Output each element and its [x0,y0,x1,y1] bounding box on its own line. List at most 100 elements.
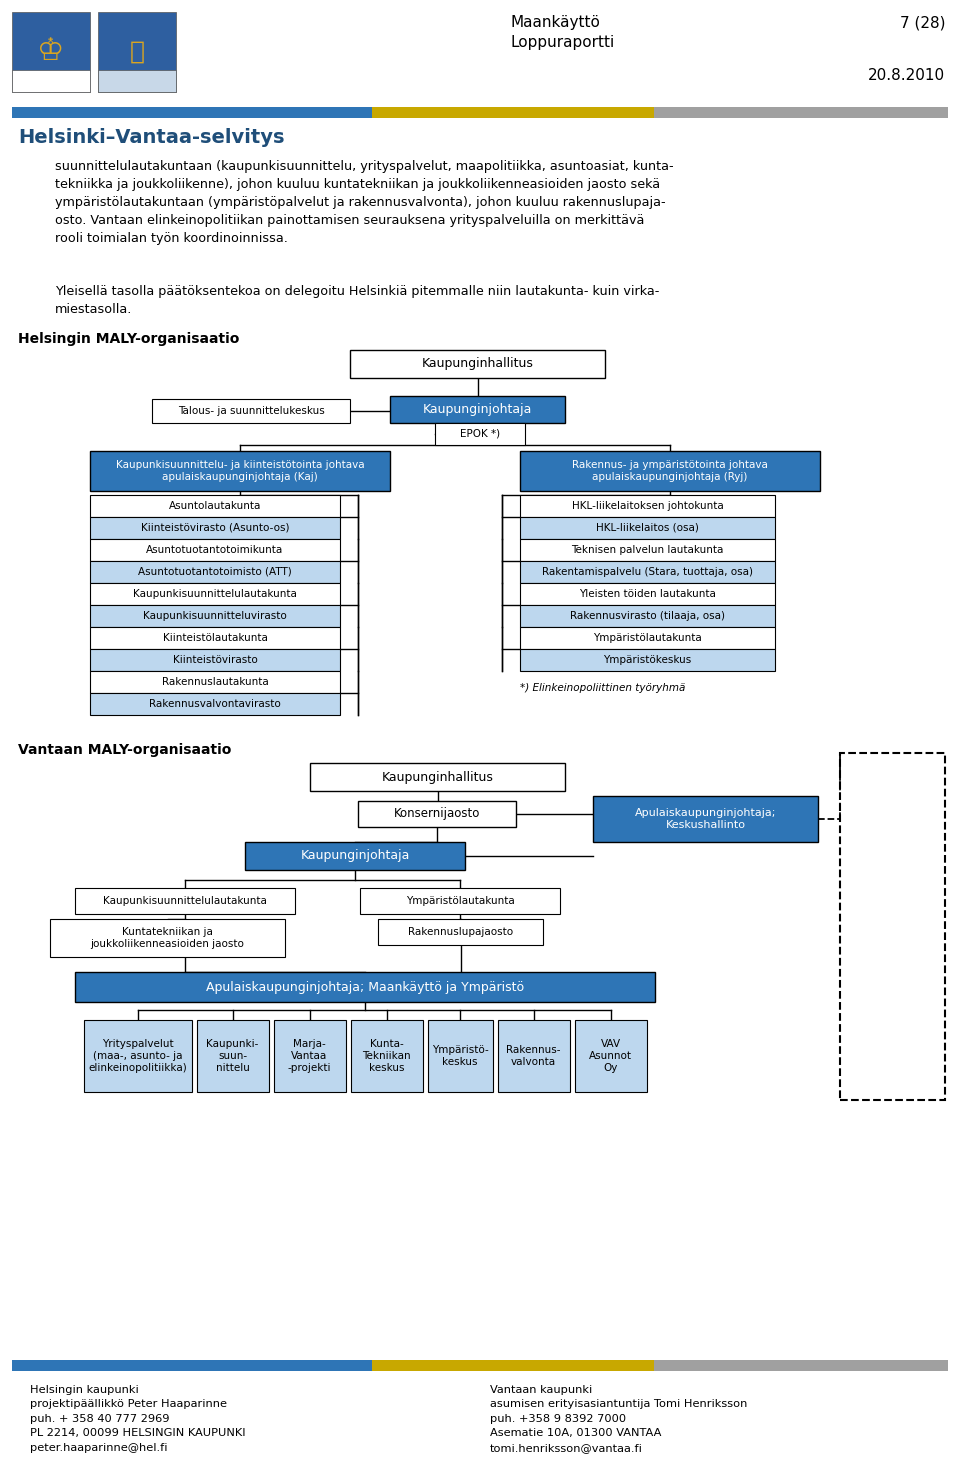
Bar [90,452,390,491]
Text: Asuntotuotantotoimikunta: Asuntotuotantotoimikunta [146,545,283,556]
Bar [90,583,340,605]
Bar [90,693,340,715]
Text: ♔: ♔ [37,38,64,66]
Bar [12,12,90,92]
Bar [372,107,654,117]
Text: Loppuraportti: Loppuraportti [510,35,614,50]
Text: Kunta-
Tekniikan
keskus: Kunta- Tekniikan keskus [362,1039,411,1073]
Bar [360,888,560,913]
Bar [435,424,525,446]
Bar [90,496,340,517]
Bar [12,1360,372,1371]
Text: EPOK *): EPOK *) [460,430,500,438]
Text: Rakentamispalvelu (Stara, tuottaja, osa): Rakentamispalvelu (Stara, tuottaja, osa) [542,567,753,578]
Bar [520,649,775,671]
Bar [12,107,372,117]
Text: HKL-liikelaitoksen johtokunta: HKL-liikelaitoksen johtokunta [571,501,724,512]
Bar [520,517,775,539]
Text: Rakennuslautakunta: Rakennuslautakunta [161,677,269,688]
Bar [520,561,775,583]
Bar [274,1020,346,1092]
Bar [50,919,285,957]
Text: Apulaiskaupunginjohtaja;
Keskushallinto: Apulaiskaupunginjohtaja; Keskushallinto [635,808,777,830]
Text: 7 (28): 7 (28) [900,15,945,29]
Text: Helsingin MALY-organisaatio: Helsingin MALY-organisaatio [18,331,239,346]
Bar [90,517,340,539]
Bar [840,754,945,1100]
Text: Konsernijaosto: Konsernijaosto [394,808,480,821]
Text: Kaupunginhallitus: Kaupunginhallitus [381,771,493,783]
Text: ⭐: ⭐ [130,40,145,65]
Text: Rakennus- ja ympäristötointa johtava
apulaiskaupunginjohtaja (Ryj): Rakennus- ja ympäristötointa johtava apu… [572,460,768,482]
Text: Helsinki–Vantaa-selvitys: Helsinki–Vantaa-selvitys [18,128,284,147]
Bar [372,1360,654,1371]
Text: Ympäristö-
keskus: Ympäristö- keskus [432,1045,489,1067]
Bar [378,919,543,946]
Text: Asuntolautakunta: Asuntolautakunta [169,501,261,512]
Bar [350,1020,422,1092]
Bar [90,561,340,583]
Bar [520,452,820,491]
Bar [390,396,565,424]
Text: Yleisellä tasolla päätöksentekoa on delegoitu Helsinkiä pitemmalle niin lautakun: Yleisellä tasolla päätöksentekoa on dele… [55,284,660,317]
Bar [574,1020,646,1092]
Bar [84,1020,191,1092]
Text: Kaupunkisuunnittelulautakunta: Kaupunkisuunnittelulautakunta [103,896,267,906]
Bar [520,496,775,517]
Text: suunnittelulautakuntaan (kaupunkisuunnittelu, yrityspalvelut, maapolitiikka, asu: suunnittelulautakuntaan (kaupunkisuunnit… [55,160,674,245]
Text: Kaupunki-
suun-
nittelu: Kaupunki- suun- nittelu [206,1039,258,1073]
Text: Kaupunginjohtaja: Kaupunginjohtaja [300,849,410,862]
Bar [310,762,565,792]
Text: 20.8.2010: 20.8.2010 [868,67,945,84]
Text: Yleisten töiden lautakunta: Yleisten töiden lautakunta [579,589,716,600]
Text: Kiinteistövirasto: Kiinteistövirasto [173,655,257,666]
Bar [90,671,340,693]
Bar [427,1020,492,1092]
Text: Rakennuslupajaosto: Rakennuslupajaosto [408,927,513,937]
Bar [90,649,340,671]
Bar [90,627,340,649]
Text: Vantaan MALY-organisaatio: Vantaan MALY-organisaatio [18,743,231,756]
Bar [350,350,605,378]
Text: Kaupunkisuunnitteluvirasto: Kaupunkisuunnitteluvirasto [143,611,287,622]
Bar [593,796,818,841]
Bar [520,539,775,561]
Bar [358,800,516,827]
Text: Rakennusvirasto (tilaaja, osa): Rakennusvirasto (tilaaja, osa) [570,611,725,622]
Bar [152,399,350,424]
Text: Rakennus-
valvonta: Rakennus- valvonta [506,1045,561,1067]
Bar [245,841,465,869]
Bar [520,605,775,627]
Bar [520,627,775,649]
Bar [197,1020,269,1092]
Text: Ympäristökeskus: Ympäristökeskus [604,655,691,666]
Bar [75,972,655,1001]
Bar [98,70,176,92]
Text: Kaupunkisuunnittelulautakunta: Kaupunkisuunnittelulautakunta [133,589,297,600]
Text: Teknisen palvelun lautakunta: Teknisen palvelun lautakunta [571,545,724,556]
Text: VAV
Asunnot
Oy: VAV Asunnot Oy [589,1039,632,1073]
Bar [12,70,90,92]
Bar [497,1020,569,1092]
Text: Ympäristölautakunta: Ympäristölautakunta [593,633,702,644]
Bar [75,888,295,913]
Bar [98,12,176,92]
Text: Marja-
Vantaa
-projekti: Marja- Vantaa -projekti [288,1039,331,1073]
Text: Kaupunginhallitus: Kaupunginhallitus [421,358,534,371]
Bar [654,1360,948,1371]
Bar [90,605,340,627]
Text: Rakennusvalvontavirasto: Rakennusvalvontavirasto [149,699,281,710]
Text: Kaupunkisuunnittelu- ja kiinteistötointa johtava
apulaiskaupunginjohtaja (Kaj): Kaupunkisuunnittelu- ja kiinteistötointa… [116,460,364,482]
Bar [520,583,775,605]
Text: Kiinteistölautakunta: Kiinteistölautakunta [162,633,268,644]
Text: Vantaan kaupunki
asumisen erityisasiantuntija Tomi Henriksson
puh. +358 9 8392 7: Vantaan kaupunki asumisen erityisasiantu… [490,1385,748,1453]
Text: HKL-liikelaitos (osa): HKL-liikelaitos (osa) [596,523,699,534]
Text: Kiinteistövirasto (Asunto-os): Kiinteistövirasto (Asunto-os) [141,523,289,534]
Text: *) Elinkeinopoliittinen työryhmä: *) Elinkeinopoliittinen työryhmä [520,683,685,693]
Text: Helsingin kaupunki
projektipäällikkö Peter Haaparinne
puh. + 358 40 777 2969
PL : Helsingin kaupunki projektipäällikkö Pet… [30,1385,246,1453]
Bar [90,539,340,561]
Text: Maankäyttö: Maankäyttö [510,15,600,29]
Text: Asuntotuotantotoimisto (ATT): Asuntotuotantotoimisto (ATT) [138,567,292,578]
Text: Ympäristölautakunta: Ympäristölautakunta [406,896,515,906]
Text: Kuntatekniikan ja
joukkoliikenneasioiden jaosto: Kuntatekniikan ja joukkoliikenneasioiden… [90,927,245,949]
